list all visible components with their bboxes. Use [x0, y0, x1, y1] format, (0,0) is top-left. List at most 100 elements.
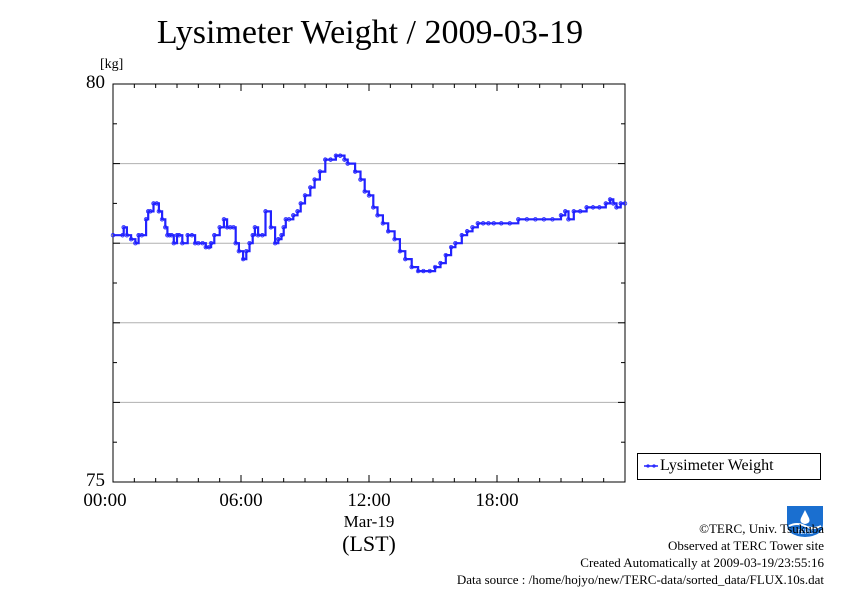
data-point [380, 221, 386, 226]
data-point [208, 240, 214, 246]
data-point [392, 237, 397, 242]
data-point [252, 225, 258, 230]
grid-lines [113, 163, 625, 403]
data-point [541, 217, 547, 222]
data-point [516, 217, 521, 222]
axis-ticks [112, 83, 626, 483]
data-point [578, 209, 583, 214]
data-point [323, 157, 328, 162]
data-point [121, 225, 126, 230]
data-point [110, 233, 116, 238]
credit-copyright: ©TERC, Univ. Tsukuba [699, 521, 824, 536]
credit-observed: Observed at TERC Tower site [667, 538, 824, 553]
data-point [124, 233, 130, 238]
x-tick-label-0600: 06:00 [219, 490, 263, 511]
data-point [189, 233, 195, 238]
data-point [443, 252, 448, 258]
data-point [165, 233, 170, 238]
data-point [283, 217, 288, 222]
data-point [139, 233, 144, 238]
data-point [136, 233, 141, 238]
chart-legend: Lysimeter Weight [637, 453, 821, 480]
data-point [312, 177, 317, 182]
data-point [247, 240, 252, 246]
data-point [366, 193, 372, 198]
data-point [427, 268, 432, 274]
data-point [611, 201, 616, 206]
data-point [203, 244, 208, 250]
data-point [499, 221, 504, 226]
data-point [272, 240, 278, 246]
series-lysimeter-weight [110, 153, 628, 274]
data-point [236, 248, 242, 254]
data-point [403, 256, 408, 262]
data-point [260, 233, 265, 238]
data-point [448, 244, 454, 250]
data-point [338, 153, 343, 158]
data-point [558, 213, 564, 218]
y-tick-label-75: 75 [86, 470, 105, 491]
x-tick-label-0000: 00:00 [83, 490, 127, 511]
y-tick-label-80: 80 [86, 72, 105, 93]
data-point [221, 217, 227, 222]
data-point [169, 233, 174, 238]
chart-title: Lysimeter Weight / 2009-03-19 [156, 14, 584, 51]
data-point [291, 213, 296, 218]
data-point [167, 233, 172, 238]
data-point [415, 268, 421, 274]
data-point [550, 217, 555, 222]
data-point [342, 157, 347, 162]
data-point [148, 209, 153, 214]
data-point [212, 233, 217, 238]
data-point [133, 240, 138, 246]
data-point [154, 201, 159, 206]
data-point [328, 157, 333, 162]
data-point [597, 205, 602, 210]
data-point [358, 177, 363, 182]
data-point [200, 240, 205, 246]
data-point [563, 209, 568, 214]
data-point [470, 225, 475, 230]
data-point [231, 225, 236, 230]
data-point [143, 217, 149, 222]
data-point [438, 260, 443, 266]
data-point [475, 221, 480, 226]
data-point [464, 229, 470, 234]
data-point [524, 217, 530, 222]
logo-text: TERC [797, 530, 814, 536]
data-point [614, 205, 619, 210]
data-point [333, 153, 339, 158]
data-point [491, 221, 496, 226]
data-point [459, 233, 464, 238]
data-point [151, 201, 156, 206]
data-point [250, 233, 255, 238]
data-point [507, 221, 512, 226]
data-point [180, 240, 185, 246]
data-point [255, 233, 261, 238]
data-point [217, 225, 222, 230]
data-point [302, 193, 308, 198]
data-point [308, 185, 313, 190]
data-point [185, 233, 190, 238]
data-point [268, 225, 274, 230]
data-point [240, 256, 246, 262]
data-point [352, 169, 358, 174]
legend-label: Lysimeter Weight [660, 457, 774, 474]
data-point [618, 201, 623, 206]
data-point [174, 233, 180, 238]
data-point [176, 233, 182, 238]
terc-logo-icon: TERC [787, 506, 823, 537]
data-point [233, 240, 238, 246]
data-point [622, 201, 628, 206]
data-point [362, 189, 367, 194]
data-point [145, 209, 151, 214]
data-point [279, 233, 284, 238]
data-point [298, 201, 303, 206]
x-axis-timezone-label: (LST) [342, 531, 396, 556]
data-point [317, 169, 323, 174]
legend-swatch [644, 464, 658, 468]
series-line-0 [113, 154, 625, 273]
data-point [590, 205, 596, 210]
data-point [371, 205, 376, 210]
data-point [128, 237, 134, 242]
